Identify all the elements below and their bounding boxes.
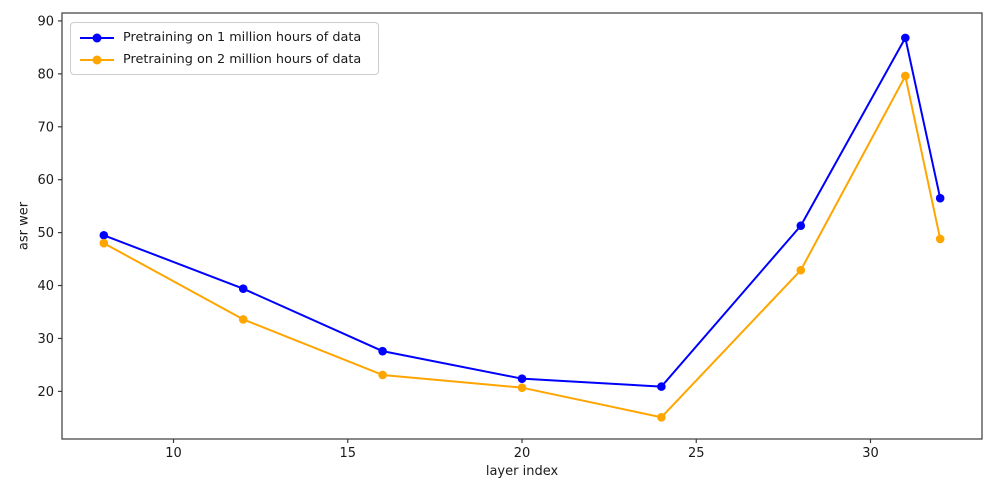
data-point-marker [378,370,387,380]
legend-line-marker-icon [80,33,114,42]
series-line [102,74,942,419]
data-point-marker [657,382,666,391]
circle-marker-icon [92,55,102,64]
y-tick-label: 20 [37,385,54,400]
data-point-marker [378,346,387,356]
data-point-marker [99,238,109,248]
x-tick-label: 25 [688,446,705,461]
data-point-marker [99,230,109,240]
y-tick-label: 40 [37,279,54,294]
data-point-marker [796,265,806,275]
legend-item: Pretraining on 1 million hours of data [80,29,369,46]
legend-line-marker-icon [80,55,114,64]
data-point-marker [935,193,945,203]
y-tick-label: 30 [37,332,54,347]
data-point-marker [517,383,527,392]
legend-label: Pretraining on 2 million hours of data [123,52,362,67]
data-point-marker [238,315,248,324]
legend-item: Pretraining on 2 million hours of data [80,51,369,68]
y-tick-label: 50 [37,226,54,241]
data-point-marker [657,413,666,422]
circle-marker-icon [92,33,102,42]
y-tick-label: 70 [37,120,54,135]
data-point-marker [796,221,806,231]
legend-label: Pretraining on 1 million hours of data [123,30,362,45]
data-point-marker [901,71,910,81]
legend: Pretraining on 1 million hours of data P… [70,22,379,75]
x-tick-label: 30 [862,446,879,461]
y-tick-label: 60 [37,173,54,188]
x-tick-label: 20 [514,446,531,461]
y-axis-label: asr wer [16,201,32,251]
x-tick-label: 10 [165,446,182,461]
data-point-marker [238,284,248,294]
y-tick-label: 80 [37,67,54,82]
data-point-marker [901,33,910,43]
x-tick-label: 15 [339,446,356,461]
series-line [102,36,942,388]
x-axis-label: layer index [485,464,559,479]
y-tick-label: 90 [37,14,54,29]
data-point-marker [517,374,527,383]
data-point-marker [935,234,945,244]
